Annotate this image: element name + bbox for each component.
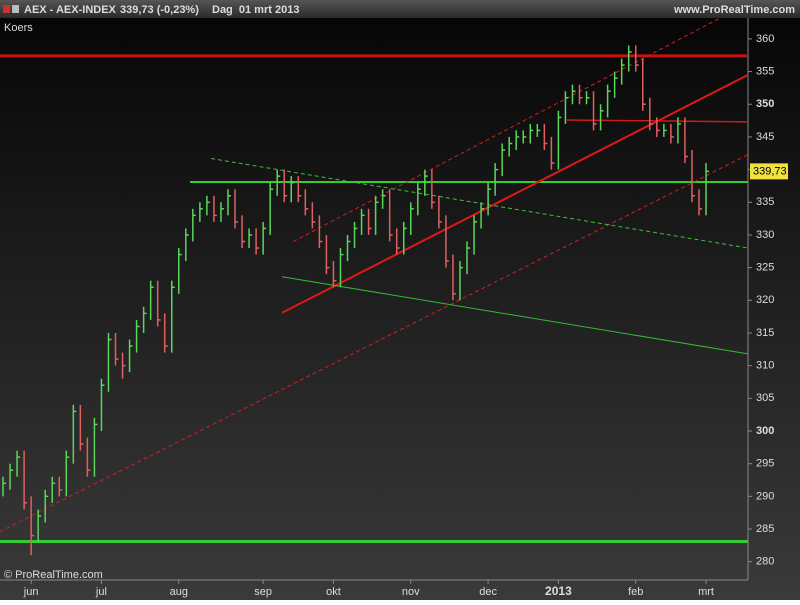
x-tick-label: 2013 — [545, 584, 572, 598]
y-tick-label: 360 — [756, 33, 774, 45]
x-tick-label: mrt — [698, 586, 714, 598]
site: www.ProRealTime.com — [673, 4, 795, 16]
y-tick-label: 300 — [756, 425, 774, 437]
x-tick-label: aug — [170, 586, 188, 598]
y-tick-label: 350 — [756, 98, 774, 110]
y-tick-label: 330 — [756, 229, 774, 241]
y-tick-label: 335 — [756, 196, 774, 208]
x-tick-label: dec — [479, 586, 497, 598]
y-tick-label: 320 — [756, 294, 774, 306]
x-tick-label: sep — [254, 586, 272, 598]
x-tick-label: jun — [23, 586, 39, 598]
symbol: AEX - AEX-INDEX — [24, 4, 117, 16]
last-price-box — [750, 163, 788, 180]
footer: © ProRealTime.com — [4, 569, 103, 581]
y-tick-label: 305 — [756, 392, 774, 404]
x-tick-label: feb — [628, 586, 643, 598]
period: Dag 01 mrt 2013 — [212, 4, 299, 16]
icon — [3, 5, 10, 13]
y-tick-label: 315 — [756, 327, 774, 339]
header-bar — [0, 0, 800, 18]
x-tick-label: jul — [95, 586, 107, 598]
y-tick-label: 345 — [756, 131, 774, 143]
chart-title: Koers — [4, 22, 33, 34]
y-tick-label: 325 — [756, 262, 774, 274]
trend-line — [293, 17, 721, 242]
quote: 339,73 (-0,23%) — [120, 4, 199, 16]
trend-line — [282, 276, 749, 355]
y-tick-label: 355 — [756, 65, 774, 77]
y-tick-label: 310 — [756, 360, 774, 372]
y-tick-label: 290 — [756, 490, 774, 502]
icon — [12, 5, 19, 13]
y-tick-label: 295 — [756, 458, 774, 470]
x-tick-label: nov — [402, 586, 420, 598]
y-tick-label: 285 — [756, 523, 774, 535]
y-tick-label: 280 — [756, 556, 774, 568]
trend-line — [281, 73, 749, 314]
last-price-label: 339,73 — [753, 165, 787, 177]
x-tick-label: okt — [326, 586, 341, 598]
